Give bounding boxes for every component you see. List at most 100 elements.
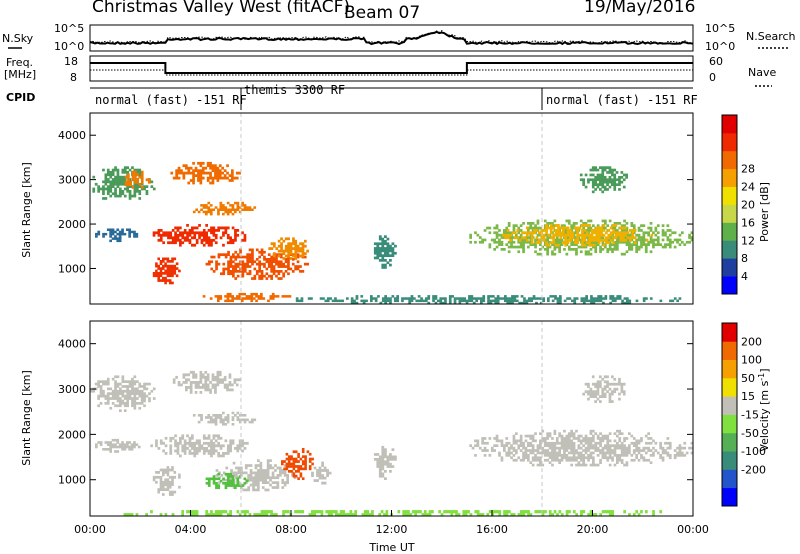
heatmap-cell bbox=[183, 439, 187, 443]
heatmap-cell bbox=[585, 233, 589, 237]
heatmap-cell bbox=[292, 462, 296, 466]
heatmap-cell bbox=[199, 171, 203, 175]
heatmap-cell bbox=[218, 373, 222, 377]
heatmap-cell bbox=[391, 249, 395, 253]
heatmap-cell bbox=[584, 441, 588, 445]
heatmap-cell bbox=[384, 247, 387, 250]
heatmap-cell bbox=[513, 295, 517, 298]
heatmap-cell bbox=[378, 458, 382, 461]
heatmap-cell bbox=[613, 377, 617, 381]
heatmap-cell bbox=[448, 299, 452, 303]
heatmap-cell bbox=[546, 432, 549, 435]
heatmap-cell bbox=[231, 441, 235, 445]
heatmap-cell bbox=[487, 299, 490, 303]
heatmap-cell bbox=[173, 267, 177, 270]
heatmap-cell bbox=[200, 447, 204, 450]
heatmap-cell bbox=[226, 226, 230, 230]
heatmap-cell bbox=[252, 478, 255, 482]
heatmap-cell bbox=[531, 222, 535, 225]
colorbar-swatch bbox=[722, 276, 737, 295]
heatmap-cell bbox=[97, 394, 100, 398]
heatmap-cell bbox=[301, 448, 305, 451]
heatmap-cell bbox=[580, 297, 584, 300]
heatmap-cell bbox=[116, 399, 120, 403]
heatmap-cell bbox=[530, 236, 534, 240]
heatmap-cell bbox=[234, 265, 238, 268]
heatmap-cell bbox=[283, 471, 287, 475]
heatmap-cell bbox=[601, 240, 605, 244]
heatmap-cell bbox=[219, 204, 223, 207]
heatmap-cell bbox=[611, 382, 614, 386]
heatmap-cell bbox=[128, 392, 132, 395]
heatmap-cell bbox=[507, 454, 511, 457]
heatmap-cell bbox=[241, 204, 244, 207]
heatmap-cell bbox=[609, 301, 612, 305]
heatmap-cell bbox=[201, 171, 205, 175]
heatmap-cell bbox=[236, 411, 240, 415]
heatmap-cell bbox=[228, 292, 232, 296]
heatmap-cell bbox=[498, 510, 502, 514]
heatmap-cell bbox=[276, 474, 280, 477]
heatmap-cell bbox=[326, 469, 329, 472]
heatmap-cell bbox=[601, 178, 605, 182]
heatmap-cell bbox=[247, 478, 250, 482]
heatmap-cell bbox=[133, 194, 137, 198]
heatmap-cell bbox=[690, 231, 694, 235]
heatmap-cell bbox=[138, 171, 142, 174]
colorbar-swatch bbox=[722, 487, 737, 507]
heatmap-cell bbox=[321, 461, 324, 465]
heatmap-cell bbox=[463, 299, 466, 303]
heatmap-cell bbox=[620, 382, 624, 386]
heatmap-cell bbox=[123, 194, 127, 198]
heatmap-cell bbox=[236, 262, 240, 266]
heatmap-cell bbox=[654, 233, 658, 237]
heatmap-cell bbox=[311, 513, 314, 517]
heatmap-cell bbox=[527, 454, 530, 457]
heatmap-cell bbox=[363, 513, 367, 517]
heatmap-cell bbox=[102, 380, 105, 383]
heatmap-cell bbox=[635, 449, 638, 452]
heatmap-cell bbox=[457, 513, 461, 517]
heatmap-cell bbox=[238, 378, 241, 382]
heatmap-cell bbox=[389, 259, 392, 262]
heatmap-cell bbox=[575, 250, 578, 254]
heatmap-cell bbox=[566, 297, 569, 300]
heatmap-cell bbox=[594, 240, 598, 244]
heatmap-cell bbox=[219, 226, 223, 230]
heatmap-cell bbox=[292, 254, 295, 258]
heatmap-cell bbox=[547, 297, 550, 300]
heatmap-cell bbox=[181, 434, 185, 438]
heatmap-cell bbox=[198, 233, 201, 237]
heatmap-cell bbox=[529, 444, 533, 447]
heatmap-cell bbox=[635, 299, 639, 303]
heatmap-cell bbox=[226, 414, 230, 417]
heatmap-cell bbox=[629, 229, 632, 232]
heatmap-cell bbox=[234, 238, 237, 242]
heatmap-cell bbox=[116, 404, 120, 408]
heatmap-cell bbox=[231, 295, 234, 298]
heatmap-cell bbox=[238, 171, 241, 175]
heatmap-cell bbox=[243, 447, 247, 450]
heatmap-cell bbox=[217, 295, 220, 298]
heatmap-cell bbox=[174, 233, 177, 237]
heatmap-cell bbox=[546, 451, 549, 455]
heatmap-cell bbox=[592, 240, 595, 244]
heatmap-cell bbox=[652, 238, 655, 242]
heatmap-cell bbox=[623, 510, 626, 514]
heatmap-cell bbox=[652, 446, 655, 450]
heatmap-cell bbox=[378, 470, 382, 473]
heatmap-cell bbox=[553, 248, 557, 251]
heatmap-cell bbox=[490, 446, 494, 450]
heatmap-cell bbox=[368, 513, 372, 517]
heatmap-cell bbox=[381, 453, 385, 456]
heatmap-cell bbox=[106, 168, 110, 172]
heatmap-cell bbox=[253, 267, 257, 271]
heatmap-cell bbox=[109, 445, 112, 449]
heatmap-cell bbox=[216, 174, 220, 177]
heatmap-cell bbox=[531, 444, 535, 447]
heatmap-cell bbox=[465, 299, 469, 303]
heatmap-cell bbox=[189, 381, 193, 384]
heatmap-cell bbox=[114, 385, 117, 388]
heatmap-cell bbox=[474, 231, 477, 235]
heatmap-cell bbox=[601, 392, 605, 396]
